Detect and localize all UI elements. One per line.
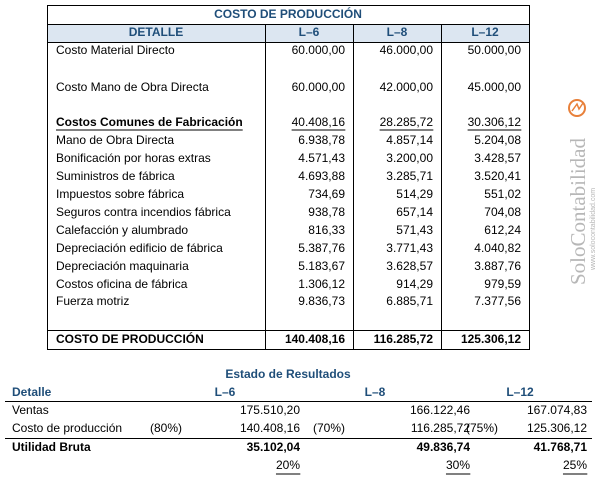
column-header: L–8 [365,385,386,399]
cell-value: 734,69 [308,187,345,201]
cell-value: 4.693,88 [298,169,345,183]
watermark-url: www.solocontabilidad.com [590,188,597,271]
row-label: Costo Mano de Obra Directa [56,80,209,94]
cell-value: 166.122,46 [410,403,470,417]
cell-value: 938,78 [308,205,345,219]
column-header: L–6 [299,25,320,39]
cell-value: 175.510,20 [240,403,300,417]
row-label: Costo Material Directo [56,43,175,57]
cell-value: 60.000,00 [292,80,346,94]
row-label: Impuestos sobre fábrica [56,187,184,201]
cell-value: 6.885,71 [386,294,433,308]
cell-value: 35.102,04 [247,440,301,454]
cell-value: 704,08 [484,205,521,219]
total-label: COSTO DE PRODUCCIÓN [56,331,204,346]
cell-value: 4.857,14 [386,133,433,147]
cell-value: 30.306,12 [468,115,522,129]
column-header: L–8 [387,25,408,39]
row-label: Depreciación edificio de fábrica [56,241,223,255]
table-title: COSTO DE PRODUCCIÓN [214,6,362,21]
cell-value: 3.628,57 [386,259,433,273]
row-label: Seguros contra incendios fábrica [56,205,231,219]
row-label: Mano de Obra Directa [56,133,174,147]
cell-value: 4.571,43 [298,151,345,165]
cell-value: 49.836,74 [417,440,471,454]
cell-value: 167.074,83 [527,403,587,417]
total-value: 140.408,16 [285,332,345,346]
cell-value: 50.000,00 [468,43,522,57]
cell-value: 42.000,00 [380,80,434,94]
table-borders [5,5,592,439]
cell-value: 3.887,76 [474,259,521,273]
column-header: L–12 [506,385,534,399]
row-label: Utilidad Bruta [12,440,91,454]
watermark-brand: SoloContabilidad [566,138,590,286]
cell-value: 7.377,56 [474,294,521,308]
cell-value: 657,14 [396,205,433,219]
total-value: 116.285,72 [374,332,434,346]
cell-value: 914,29 [396,277,433,291]
row-label: Calefacción y alumbrado [56,223,188,237]
cell-value: 3.285,71 [386,169,433,183]
cell-value: 140.408,16 [240,421,300,435]
header-band [47,24,529,42]
logo-mark [571,102,584,112]
total-value: 125.306,12 [461,332,521,346]
cell-value: 4.040,82 [474,241,521,255]
percent: (70%) [313,421,345,435]
cell-value: 3.520,41 [474,169,521,183]
cell-value: 60.000,00 [292,43,346,57]
margin: 25% [563,458,587,472]
margin: 20% [276,458,300,472]
row-label: Costo de producción [12,421,122,435]
cell-value: 816,33 [308,223,345,237]
cell-value: 6.938,78 [298,133,345,147]
row-label: Suministros de fábrica [56,169,175,183]
cell-value: 9.836,73 [298,294,345,308]
cell-value: 3.428,57 [474,151,521,165]
row-label: Fuerza motriz [56,294,129,308]
row-label: Ventas [12,403,49,417]
percent: (80%) [150,421,182,435]
row-label: Bonificación por horas extras [56,151,211,165]
row-label: Depreciación maquinaria [56,259,189,273]
statement-title: Estado de Resultados [225,367,351,381]
cell-value: 571,43 [396,223,433,237]
cell-value: 40.408,16 [292,115,346,129]
column-header: L–6 [215,385,236,399]
row-label: Costos oficina de fábrica [56,277,188,291]
column-header: Detalle [12,385,52,399]
cell-value: 45.000,00 [468,80,522,94]
cell-value: 46.000,00 [380,43,434,57]
column-header: L–12 [471,25,499,39]
cell-value: 612,24 [484,223,521,237]
cell-value: 116.285,72 [411,421,470,435]
cell-value: 1.306,12 [298,277,345,291]
cell-value: 125.306,12 [527,421,587,435]
cell-value: 28.285,72 [380,115,434,129]
cell-value: 3.200,00 [386,151,433,165]
logo [568,99,586,117]
cell-value: 3.771,43 [386,241,433,255]
cell-value: 551,02 [484,187,521,201]
cell-value: 5.183,67 [298,259,345,273]
cell-value: 41.768,71 [534,440,588,454]
cell-value: 5.204,08 [474,133,521,147]
watermark: SoloContabilidad www.solocontabilidad.co… [566,99,597,286]
margin: 30% [446,458,470,472]
cell-value: 979,59 [484,277,521,291]
row-label: Costos Comunes de Fabricación [56,115,243,129]
cell-value: 514,29 [396,187,433,201]
percent: (75%) [466,421,498,435]
cell-value: 5.387,76 [298,241,345,255]
column-header: DETALLE [129,25,183,39]
